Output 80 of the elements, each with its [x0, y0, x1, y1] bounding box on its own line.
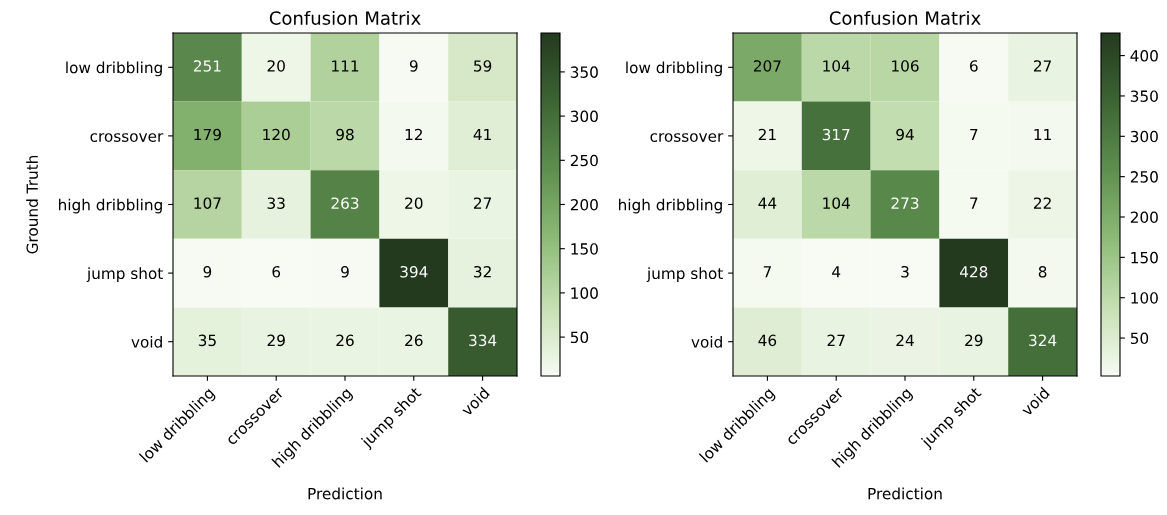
y-tick-label: crossover [650, 133, 724, 142]
data-label: 20 [267, 60, 285, 72]
color-bar-label: 50 [1130, 332, 1149, 345]
data-label: 22 [1034, 197, 1051, 209]
data-label: 59 [474, 60, 492, 72]
color-bar-label: 100 [571, 287, 598, 299]
data-label: 8 [1038, 265, 1047, 278]
color-bar-label: 100 [1131, 292, 1158, 304]
data-label: 24 [896, 334, 914, 346]
data-label: 4 [832, 266, 841, 278]
data-label: 111 [332, 60, 359, 72]
data-label: 33 [267, 197, 285, 209]
y-tick-label: void [691, 335, 722, 348]
data-label: 94 [896, 128, 914, 141]
data-label: 26 [405, 334, 423, 347]
color-bar-label: 200 [570, 198, 598, 211]
x-axis-title: Prediction [868, 487, 942, 500]
data-label: 104 [823, 197, 850, 209]
data-label: 27 [827, 334, 845, 346]
y-tick-label: crossover [90, 133, 164, 142]
color-bar-label: 250 [570, 154, 598, 167]
y-tick-label: high dribbling [59, 198, 162, 214]
data-label: 29 [965, 334, 983, 347]
color-bar-label: 150 [571, 243, 598, 255]
data-label: 27 [1034, 60, 1052, 72]
data-label: 394 [400, 265, 428, 278]
color-bar-label: 300 [570, 110, 598, 123]
data-label: 9 [203, 265, 212, 278]
y-tick-label: jump shot [646, 267, 723, 283]
data-label: 12 [405, 128, 422, 141]
data-label: 41 [473, 128, 491, 141]
y-tick-label: void [131, 335, 162, 348]
data-label: 428 [959, 265, 988, 278]
data-label: 21 [758, 128, 776, 141]
data-label: 29 [267, 334, 285, 347]
data-label: 98 [336, 128, 354, 141]
data-label: 7 [970, 128, 978, 141]
data-label: 207 [753, 60, 781, 72]
data-label: 106 [892, 60, 919, 72]
data-label: 26 [336, 334, 354, 347]
data-label: 334 [469, 334, 497, 347]
x-axis-title: Prediction [308, 487, 382, 500]
y-tick-label: high dribbling [619, 198, 722, 214]
data-label: 120 [263, 128, 290, 141]
data-label: 46 [758, 334, 777, 347]
data-label: 324 [1029, 334, 1057, 347]
chart-title: Confusion Matrix [829, 10, 981, 25]
color-bar-label: 400 [1130, 50, 1158, 62]
y-tick-label: low dribbling [626, 61, 722, 77]
data-label: 3 [901, 265, 909, 278]
data-label: 179 [194, 128, 221, 141]
data-label: 7 [763, 266, 771, 278]
data-label: 11 [1034, 128, 1051, 141]
color-bar-label: 150 [1131, 251, 1158, 264]
chart-title: Confusion Matrix [269, 10, 421, 25]
data-label: 35 [198, 334, 216, 347]
color-bar-label: 350 [570, 66, 598, 78]
data-label: 27 [474, 197, 492, 209]
data-label: 6 [970, 60, 978, 72]
y-tick-label: low dribbling [66, 61, 162, 77]
data-label: 6 [272, 265, 281, 278]
color-bar-label: 250 [1130, 171, 1158, 183]
color-bar-label: 300 [1130, 130, 1158, 143]
y-tick-label: jump shot [86, 267, 163, 283]
data-label: 32 [474, 265, 491, 278]
y-axis-title: Ground Truth [26, 155, 38, 254]
data-label: 273 [891, 197, 919, 209]
color-bar-label: 350 [1130, 90, 1158, 102]
data-label: 107 [194, 197, 221, 209]
data-label: 317 [822, 128, 850, 141]
data-label: 9 [341, 265, 349, 278]
color-bar-label: 200 [1130, 211, 1158, 224]
data-label: 9 [409, 60, 418, 72]
data-label: 104 [823, 60, 850, 72]
data-label: 7 [970, 197, 978, 209]
color-bar-label: 50 [570, 331, 589, 344]
data-label: 20 [405, 197, 423, 209]
data-label: 251 [193, 60, 221, 72]
data-label: 44 [758, 197, 777, 209]
data-label: 263 [331, 197, 359, 209]
